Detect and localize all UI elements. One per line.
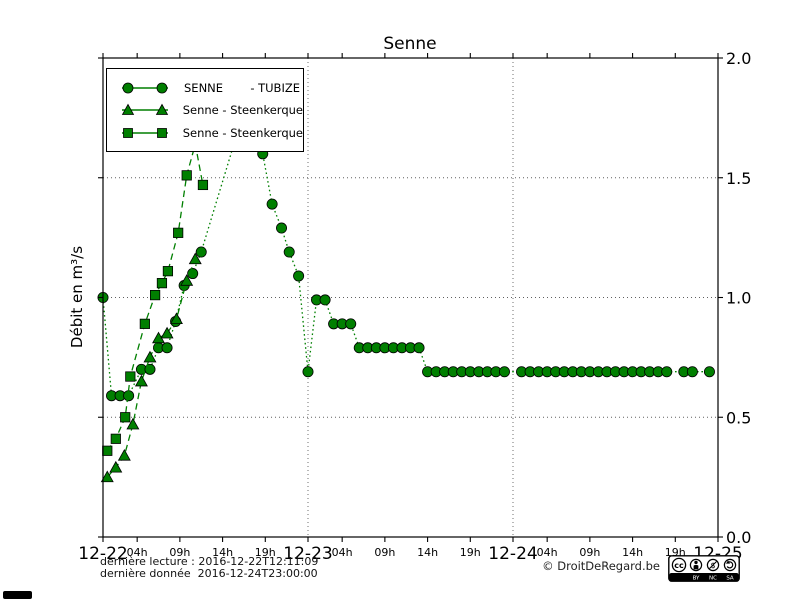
x-hour-tick-label: 09h xyxy=(169,546,190,559)
marker-circle xyxy=(266,198,278,210)
marker-square xyxy=(181,170,192,181)
marker-square xyxy=(162,266,174,277)
cc-by-icon xyxy=(689,558,703,572)
marker-circle xyxy=(144,363,156,375)
marker-circle xyxy=(703,366,715,378)
legend-label-senne: SENNE xyxy=(184,80,224,95)
cc-nc-icon: $ xyxy=(706,558,720,572)
x-hour-tick-label: 19h xyxy=(460,546,481,559)
x-hour-tick-label: 04h xyxy=(127,546,148,559)
legend-label-tubize: - TUBIZE xyxy=(250,80,300,95)
marker-circle xyxy=(161,342,173,354)
marker-triangle xyxy=(169,312,183,325)
x-day-tick-label: 12-24 xyxy=(488,544,537,564)
marker-triangle xyxy=(188,252,202,265)
marker-circle xyxy=(283,246,295,258)
cc-sa-icon xyxy=(723,558,737,572)
marker-triangle xyxy=(117,448,131,461)
x-hour-tick-label: 04h xyxy=(537,546,558,559)
marker-square xyxy=(197,179,209,191)
y-tick-label: 1.0 xyxy=(726,289,751,308)
marker-triangle xyxy=(109,460,123,473)
marker-square xyxy=(156,278,168,289)
x-hour-tick-label: 09h xyxy=(374,546,395,559)
legend-label-steenkerque-1: Senne - Steenkerque xyxy=(182,103,303,117)
legend-entry-tubize: SENNE - TUBIZE xyxy=(119,81,303,95)
copyright-text: © DroitDeRegard.be xyxy=(542,559,660,573)
marker-triangle xyxy=(100,470,114,483)
x-hour-tick-label: 14h xyxy=(212,546,233,559)
marker-circle xyxy=(319,294,331,306)
cc-icon xyxy=(671,557,687,573)
marker-triangle xyxy=(134,374,148,387)
svg-text:BY: BY xyxy=(693,575,700,581)
x-hour-tick-label: 09h xyxy=(579,546,600,559)
marker-triangle xyxy=(143,350,157,363)
y-tick-label: 1.5 xyxy=(726,169,751,188)
screen-corner-artifact xyxy=(3,591,32,599)
marker-triangle xyxy=(180,274,194,286)
marker-square xyxy=(173,227,184,238)
marker-circle xyxy=(276,222,288,234)
annotation-last-data: dernière donnée 2016-12-24T23:00:00 xyxy=(100,567,318,580)
legend-entry-steenkerque-2: Senne - Steenkerque xyxy=(119,126,303,140)
x-day-tick-label: 12-23 xyxy=(283,544,332,564)
y-tick-label: 0.5 xyxy=(726,408,751,427)
marker-circle xyxy=(187,268,199,280)
x-day-tick-label: 12-22 xyxy=(78,544,127,564)
marker-circle xyxy=(345,318,357,330)
y-tick-label: 0.0 xyxy=(726,528,751,547)
marker-square xyxy=(110,433,121,444)
cc-license-badge: cc $ BY NC SA xyxy=(668,555,740,582)
marker-square xyxy=(139,318,150,329)
legend-marker-square xyxy=(122,127,168,138)
marker-triangle xyxy=(126,417,140,430)
marker-circle xyxy=(302,366,314,378)
legend-marker-circle xyxy=(122,82,168,93)
y-tick-label: 2.0 xyxy=(726,49,751,68)
x-hour-tick-label: 14h xyxy=(417,546,438,559)
marker-square xyxy=(150,290,161,301)
legend-label-steenkerque-2: Senne - Steenkerque xyxy=(182,125,303,140)
marker-circle xyxy=(413,342,425,354)
marker-square xyxy=(125,371,136,382)
x-hour-tick-label: 14h xyxy=(622,546,643,559)
marker-square xyxy=(102,445,113,456)
marker-circle xyxy=(686,366,698,378)
marker-circle xyxy=(498,366,510,378)
marker-circle xyxy=(123,390,135,402)
marker-circle xyxy=(661,366,673,378)
x-hour-tick-label: 19h xyxy=(255,546,276,559)
x-hour-tick-label: 04h xyxy=(332,546,353,559)
legend-entry-steenkerque-1: Senne - Steenkerque xyxy=(119,103,303,117)
chart-title: Senne xyxy=(383,34,437,54)
svg-text:SA: SA xyxy=(726,575,734,581)
marker-square xyxy=(120,412,131,423)
legend-marker-triangle xyxy=(121,103,169,115)
annotation-last-reading: dernière lecture : 2016-12-22T12:11:09 xyxy=(100,555,319,568)
svg-text:NC: NC xyxy=(709,575,717,581)
marker-circle xyxy=(293,270,305,282)
marker-triangle xyxy=(160,326,174,339)
legend: SENNE - TUBIZE Senne - Steenkerque Senne… xyxy=(106,68,304,152)
marker-circle xyxy=(195,246,207,258)
svg-text:cc: cc xyxy=(674,561,684,570)
